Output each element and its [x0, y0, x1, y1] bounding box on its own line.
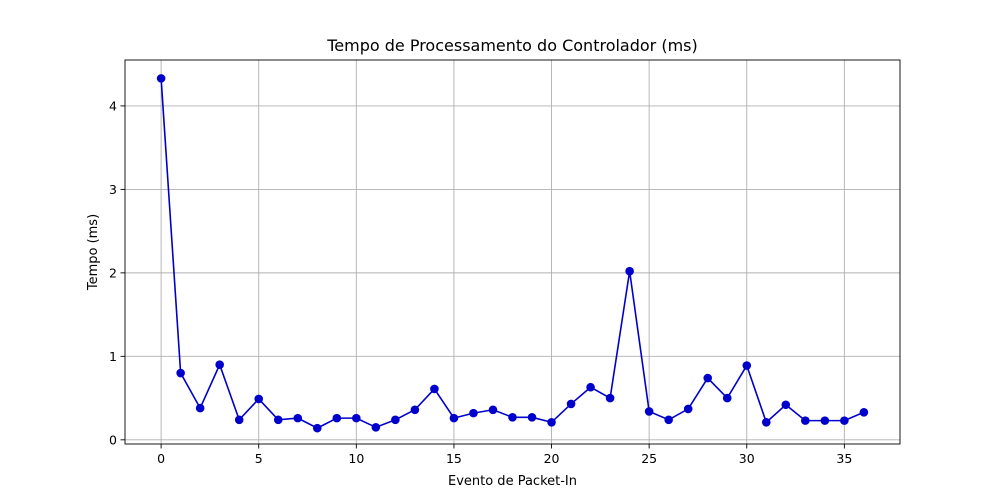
data-point — [449, 413, 459, 423]
data-point — [722, 393, 732, 403]
data-point — [273, 415, 283, 425]
x-tick-label: 5 — [255, 451, 263, 466]
x-tick-label: 35 — [836, 451, 852, 466]
data-point — [234, 415, 244, 425]
grid — [125, 60, 900, 444]
y-tick-label: 3 — [109, 182, 117, 197]
data-point — [683, 404, 693, 414]
axis-ticks: 0 5 10 15 20 25 30 35 0 1 2 3 4 — [109, 98, 852, 466]
data-point — [215, 360, 224, 369]
y-axis-label: Tempo (ms) — [86, 214, 101, 291]
data-point — [761, 417, 771, 427]
data-point — [410, 405, 420, 415]
data-point — [430, 384, 439, 394]
x-axis-label: Evento de Packet-In — [448, 474, 577, 489]
data-point — [352, 413, 361, 423]
data-point — [840, 416, 849, 425]
data-point — [781, 400, 791, 410]
data-point — [644, 407, 654, 416]
data-point — [371, 423, 381, 432]
series-line — [160, 78, 865, 430]
y-tick-label: 2 — [109, 265, 117, 280]
y-tick-label: 4 — [109, 98, 117, 113]
data-point — [527, 412, 537, 422]
data-point — [625, 266, 634, 276]
data-point — [312, 423, 322, 433]
data-point — [605, 393, 615, 403]
data-point — [859, 407, 869, 417]
data-point — [293, 413, 303, 423]
data-point — [820, 416, 830, 425]
x-tick-label: 0 — [157, 451, 165, 466]
data-point — [156, 74, 166, 83]
data-point — [508, 412, 517, 422]
x-tick-label: 10 — [348, 451, 364, 466]
data-point — [332, 413, 342, 423]
plot-frame — [124, 59, 901, 445]
data-point — [254, 394, 264, 404]
x-tick-label: 30 — [739, 451, 755, 466]
series-time — [156, 74, 869, 433]
data-point — [742, 361, 752, 370]
data-point — [703, 373, 713, 383]
chart-title: Tempo de Processamento do Controlador (m… — [326, 36, 698, 55]
data-point — [469, 408, 478, 418]
data-point — [664, 415, 673, 425]
data-point — [547, 417, 556, 427]
y-tick-label: 0 — [109, 432, 117, 447]
data-point — [566, 399, 576, 409]
data-point — [176, 368, 185, 378]
data-point — [586, 382, 595, 392]
x-tick-label: 25 — [641, 451, 657, 466]
y-tick-label: 1 — [109, 349, 117, 364]
data-point — [195, 403, 205, 413]
data-point — [488, 405, 498, 415]
x-tick-label: 15 — [446, 451, 462, 466]
data-point — [801, 416, 810, 425]
data-point — [391, 415, 400, 425]
x-tick-label: 20 — [544, 451, 560, 466]
